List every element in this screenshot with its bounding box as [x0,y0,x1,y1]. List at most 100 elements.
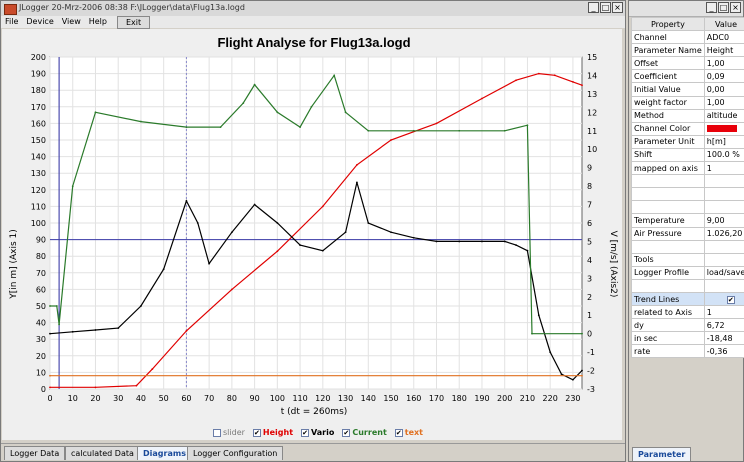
property-row[interactable]: weight factor 1,00 [631,95,744,110]
property-row[interactable]: Coefficient 0,09 [631,69,744,84]
series-text-point [581,374,583,377]
property-value[interactable]: h[m] [703,134,744,149]
property-row[interactable] [631,278,744,293]
property-row[interactable]: Air Pressure 1.026,20 [631,226,744,241]
checkbox-vario[interactable]: ✔ [301,428,310,437]
property-row[interactable]: Temperature 9,00 [631,213,744,228]
property-row[interactable]: Method altitude [631,108,744,123]
y-left-tick-label: 10 [36,368,46,377]
y-axis-left-label: Y[in m] (Axis 1) [9,229,19,300]
property-value[interactable] [703,187,744,202]
legend-height[interactable]: ✔ Height [252,428,293,437]
property-row[interactable]: Trend Lines ✔ [631,291,744,307]
property-value[interactable]: -18,48 [703,331,744,346]
property-row[interactable]: Offset 1,00 [631,56,744,71]
col-value[interactable]: Value [703,16,744,32]
y-right-tick-label: 1 [587,311,592,320]
channel-color-swatch[interactable] [706,125,737,133]
checkbox-current[interactable]: ✔ [342,428,351,437]
y-left-tick-label: 160 [31,119,46,128]
property-name: Logger Profile [631,265,705,280]
property-value[interactable]: 0,00 [703,82,744,97]
checkbox-text[interactable]: ✔ [394,428,403,437]
property-row[interactable] [631,200,744,215]
property-row[interactable]: dy 6,72 [631,318,744,333]
col-property[interactable]: Property [631,16,705,32]
property-row[interactable]: in sec -18,48 [631,331,744,346]
property-row[interactable]: Logger Profile load/save [631,265,744,280]
property-value[interactable]: ADC0 [703,30,744,45]
minimize-icon[interactable]: _ [588,2,599,13]
property-value[interactable]: 1 [703,161,744,176]
property-value[interactable]: 6,72 [703,318,744,333]
property-row[interactable]: Tools [631,252,744,267]
tab-parameter[interactable]: Parameter [632,447,692,461]
y-right-tick-label: 9 [587,164,592,173]
series-height-point [356,164,358,166]
property-value[interactable]: 100.0 % [703,147,744,163]
property-row[interactable]: Channel Color [631,121,744,136]
property-value[interactable] [703,252,744,267]
menu-view[interactable]: View [61,17,81,26]
property-row[interactable]: Initial Value 0,00 [631,82,744,97]
property-value[interactable]: 0,09 [703,69,744,84]
property-row[interactable]: mapped on axis 1 [631,161,744,176]
property-value[interactable]: ✔ [703,291,744,307]
param-maximize-icon[interactable]: □ [718,2,729,13]
checkbox-height[interactable]: ✔ [252,428,261,437]
menu-device[interactable]: Device [26,17,54,26]
legend-slider[interactable]: slider [213,428,245,437]
property-value[interactable]: 1,00 [703,56,744,71]
maximize-icon[interactable]: □ [600,2,611,13]
main-titlebar[interactable]: JLogger 20-Mrz-2006 08:38 F:\JLogger\dat… [1,1,625,17]
param-minimize-icon[interactable]: _ [706,2,717,13]
tab-calculated-data[interactable]: calculated Data [65,446,140,460]
y-right-tick-label: 13 [587,90,597,99]
property-value[interactable] [703,278,744,293]
trend-lines-checkbox[interactable]: ✔ [726,295,735,304]
tab-logger-data[interactable]: Logger Data [4,446,66,460]
x-tick-label: 120 [315,394,330,403]
series-vario-point [49,332,51,335]
property-value[interactable] [703,121,744,136]
property-value[interactable]: -0,36 [703,344,744,359]
property-value[interactable]: Height [703,43,744,58]
property-row[interactable]: Parameter Unit h[m] [631,134,744,149]
x-tick-label: 100 [270,394,285,403]
property-row[interactable]: rate -0,36 [631,344,744,359]
y-left-tick-label: 80 [36,252,46,261]
param-close-icon[interactable]: × [730,2,741,13]
y-right-tick-label: 3 [587,274,592,283]
property-row[interactable] [631,174,744,189]
menu-help[interactable]: Help [88,17,107,26]
property-row[interactable] [631,187,744,202]
property-value[interactable]: 1,00 [703,95,744,110]
property-value[interactable]: 9,00 [703,213,744,228]
legend-text[interactable]: ✔ text [394,428,423,437]
flight-chart[interactable]: Flight Analyse for Flug13a.logd 0 10 20 30 4… [2,29,622,440]
tab-logger-configuration[interactable]: Logger Configuration [187,446,284,460]
property-row[interactable]: Shift 100.0 % [631,147,744,163]
checkbox-slider[interactable] [213,428,221,437]
property-value[interactable]: altitude [703,108,744,123]
series-vario-point [515,244,517,247]
exit-button[interactable]: Exit [116,16,151,29]
property-value[interactable]: load/save [703,265,744,280]
menu-file[interactable]: File [5,17,19,26]
legend-vario[interactable]: ✔ Vario [301,428,334,437]
parameter-titlebar[interactable]: _ □ × [629,1,743,17]
property-row[interactable]: Channel ADC0 [631,30,744,45]
property-row[interactable]: Parameter Name Height [631,43,744,58]
tab-diagrams[interactable]: Diagrams [137,446,192,460]
property-row[interactable]: related to Axis 1 [631,305,744,320]
property-value[interactable]: 1.026,20 [703,226,744,241]
property-row[interactable] [631,239,744,254]
close-icon[interactable]: × [612,2,623,13]
series-current-point [253,83,256,86]
legend-current[interactable]: ✔ Current [342,428,387,437]
property-value[interactable] [703,200,744,215]
property-value[interactable] [703,174,744,189]
y-right-tick-label: 14 [587,71,597,80]
property-value[interactable] [703,239,744,254]
property-value[interactable]: 1 [703,305,744,320]
